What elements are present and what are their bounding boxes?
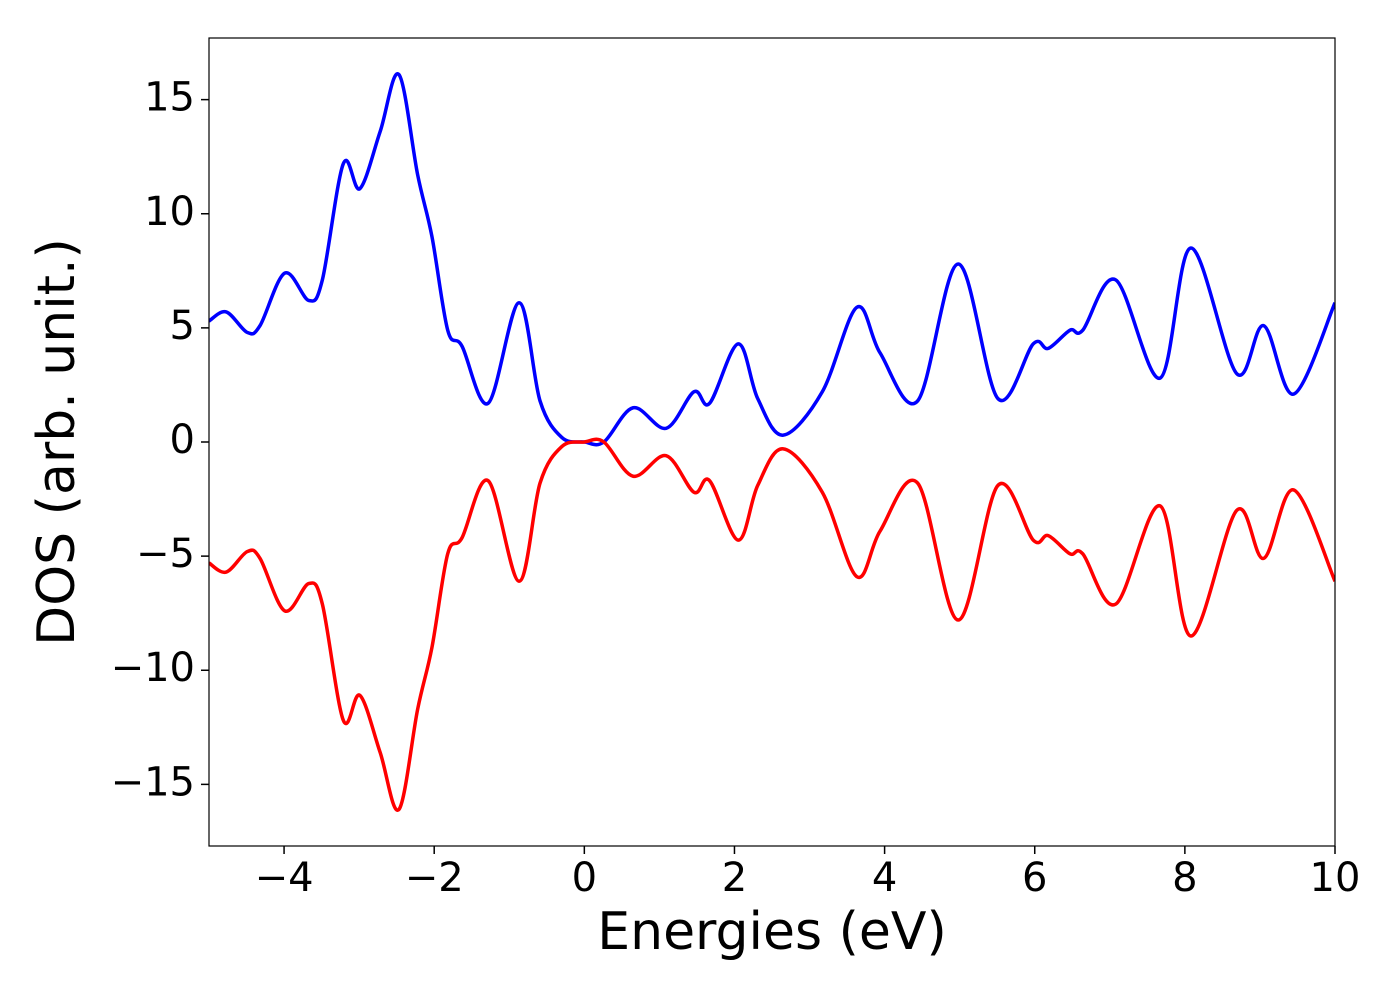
x-tick-label: 2 bbox=[722, 855, 747, 901]
y-tick-label: −10 bbox=[111, 645, 195, 691]
x-tick-label: 6 bbox=[1022, 855, 1047, 901]
y-tick-label: 0 bbox=[170, 417, 195, 463]
line-series bbox=[209, 437, 1335, 812]
x-tick-label: −4 bbox=[255, 855, 314, 901]
x-tick-label: 0 bbox=[572, 855, 597, 901]
y-axis-label: DOS (arb. unit.) bbox=[27, 238, 87, 646]
plot-frame bbox=[208, 37, 1336, 847]
x-tick-label: 10 bbox=[1310, 855, 1361, 901]
y-tick-label: −5 bbox=[136, 531, 195, 577]
x-axis-label: Energies (eV) bbox=[597, 902, 946, 962]
y-tick-label: −15 bbox=[111, 759, 195, 805]
y-tick-label: 5 bbox=[170, 303, 195, 349]
x-tick-label: 8 bbox=[1172, 855, 1197, 901]
line-series bbox=[209, 72, 1335, 447]
y-tick-label: 15 bbox=[144, 75, 195, 121]
y-tick-label: 10 bbox=[144, 189, 195, 235]
x-tick-label: −2 bbox=[405, 855, 464, 901]
x-tick-label: 4 bbox=[872, 855, 897, 901]
